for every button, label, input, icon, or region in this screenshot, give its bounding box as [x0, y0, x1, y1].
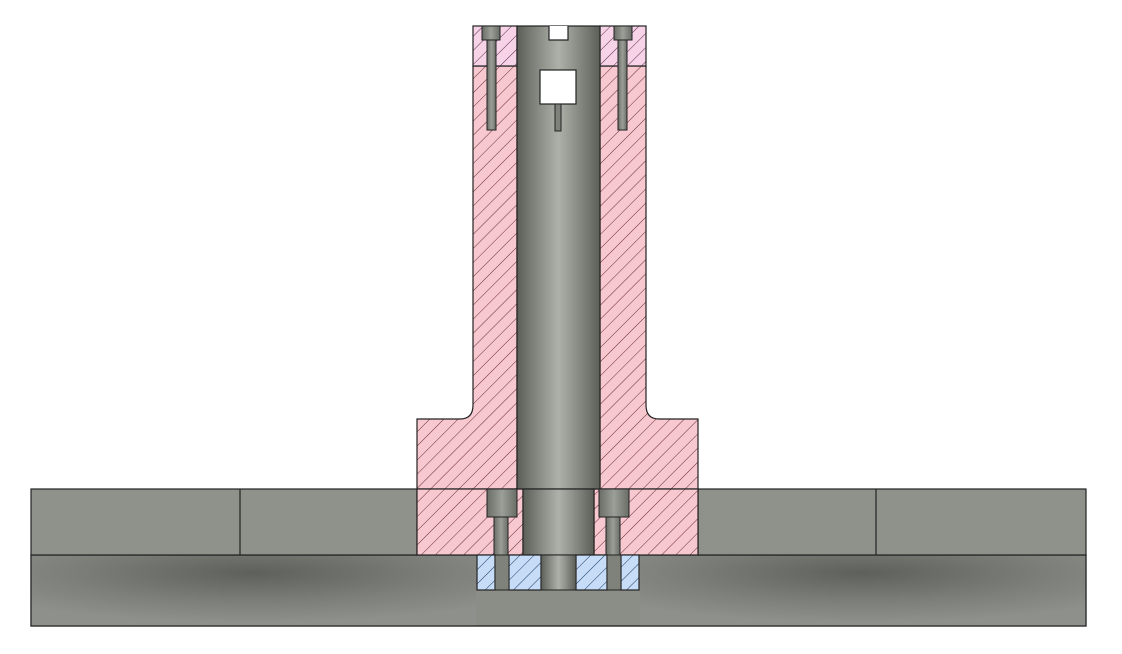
- base-plate-shade-left: [31, 555, 476, 626]
- base-plate-shade-right: [640, 555, 1086, 626]
- lower-screw-right-head: [598, 488, 630, 518]
- inner-window: [539, 69, 577, 105]
- insert-screw-right: [606, 554, 622, 591]
- upper-screws: [481, 25, 633, 131]
- upper-screw-right-shank: [617, 39, 628, 131]
- locating-pin: [554, 103, 562, 132]
- insert-screw-left: [494, 554, 510, 591]
- insert-section: [476, 554, 640, 591]
- insert-2: [508, 554, 542, 591]
- bore-lower: [522, 488, 595, 556]
- insert-bore: [540, 554, 577, 591]
- insert-4: [620, 554, 640, 591]
- lower-screws: [486, 488, 630, 556]
- upper-screw-left-shank: [486, 39, 497, 131]
- housing-left-wall: [416, 65, 518, 490]
- top-plate: [30, 488, 1087, 556]
- housing-right-wall: [599, 65, 699, 490]
- top-plate-right: [697, 488, 1087, 556]
- insert-3: [575, 554, 608, 591]
- top-slot-notch: [548, 26, 569, 41]
- insert-1: [476, 554, 496, 591]
- lower-screw-left-head: [486, 488, 518, 518]
- top-plate-left: [30, 488, 418, 556]
- lower-screw-right-shank: [605, 516, 621, 556]
- upper-screw-right-head: [613, 25, 633, 41]
- lower-screw-left-shank: [493, 516, 509, 556]
- central-bore: [516, 25, 601, 556]
- upper-screw-left-head: [481, 25, 501, 41]
